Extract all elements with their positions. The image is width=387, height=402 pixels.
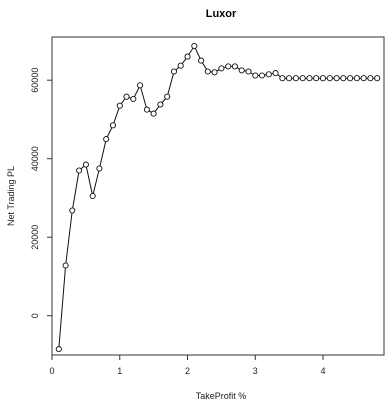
data-point xyxy=(313,75,320,82)
data-point xyxy=(82,161,89,168)
chart-title: Luxor xyxy=(206,8,237,20)
data-point xyxy=(123,93,130,100)
data-point xyxy=(103,136,110,143)
data-point xyxy=(319,75,327,82)
y-axis-label: Net Trading PL xyxy=(6,166,16,226)
data-point xyxy=(265,71,272,78)
data-point xyxy=(211,69,218,76)
data-point xyxy=(198,57,205,64)
y-tick-label: 40000 xyxy=(30,146,40,171)
x-tick-label: 2 xyxy=(185,366,190,376)
data-point xyxy=(55,346,62,353)
data-point xyxy=(360,75,367,82)
x-tick-label: 3 xyxy=(253,366,258,376)
data-point xyxy=(143,106,150,113)
data-point xyxy=(347,75,354,82)
data-point xyxy=(231,63,238,70)
data-point xyxy=(69,207,76,214)
data-point xyxy=(130,95,137,103)
data-point xyxy=(184,53,191,60)
data-point xyxy=(238,67,245,74)
data-point xyxy=(367,75,374,82)
data-point xyxy=(76,167,83,174)
data-point xyxy=(333,75,340,82)
data-point xyxy=(96,165,103,172)
data-points xyxy=(55,42,381,353)
data-point xyxy=(299,75,306,82)
data-point xyxy=(157,101,164,108)
data-point xyxy=(225,63,232,70)
data-point xyxy=(340,75,347,82)
data-point xyxy=(374,75,381,82)
data-point xyxy=(116,102,123,109)
data-point xyxy=(218,65,225,72)
data-point xyxy=(89,192,96,200)
data-point xyxy=(326,75,333,82)
data-point xyxy=(150,110,157,117)
data-point xyxy=(204,68,211,75)
data-point xyxy=(258,72,266,79)
data-point xyxy=(279,75,286,82)
data-point xyxy=(245,68,252,75)
data-point xyxy=(137,82,144,89)
data-point xyxy=(177,62,184,69)
x-tick-label: 1 xyxy=(117,366,122,376)
y-axis: 0 20000 40000 60000 xyxy=(30,68,52,318)
data-point xyxy=(286,75,293,82)
y-tick-label: 20000 xyxy=(30,225,40,250)
y-tick-label: 60000 xyxy=(30,68,40,93)
data-point xyxy=(306,75,313,82)
data-point xyxy=(170,68,178,75)
data-point xyxy=(272,70,279,77)
data-point xyxy=(164,93,171,100)
data-point xyxy=(109,122,117,129)
x-axis: 0 1 2 3 4 xyxy=(49,355,326,376)
y-tick-label: 0 xyxy=(30,313,40,318)
data-point xyxy=(292,75,299,82)
x-tick-label: 4 xyxy=(321,366,326,376)
data-point xyxy=(62,262,69,269)
data-point xyxy=(252,72,259,79)
x-axis-label: TakeProfit % xyxy=(196,391,247,401)
data-point xyxy=(353,75,360,82)
x-tick-label: 0 xyxy=(49,366,54,376)
series-line xyxy=(58,44,378,350)
data-point xyxy=(191,42,198,50)
plot-frame xyxy=(51,36,385,356)
